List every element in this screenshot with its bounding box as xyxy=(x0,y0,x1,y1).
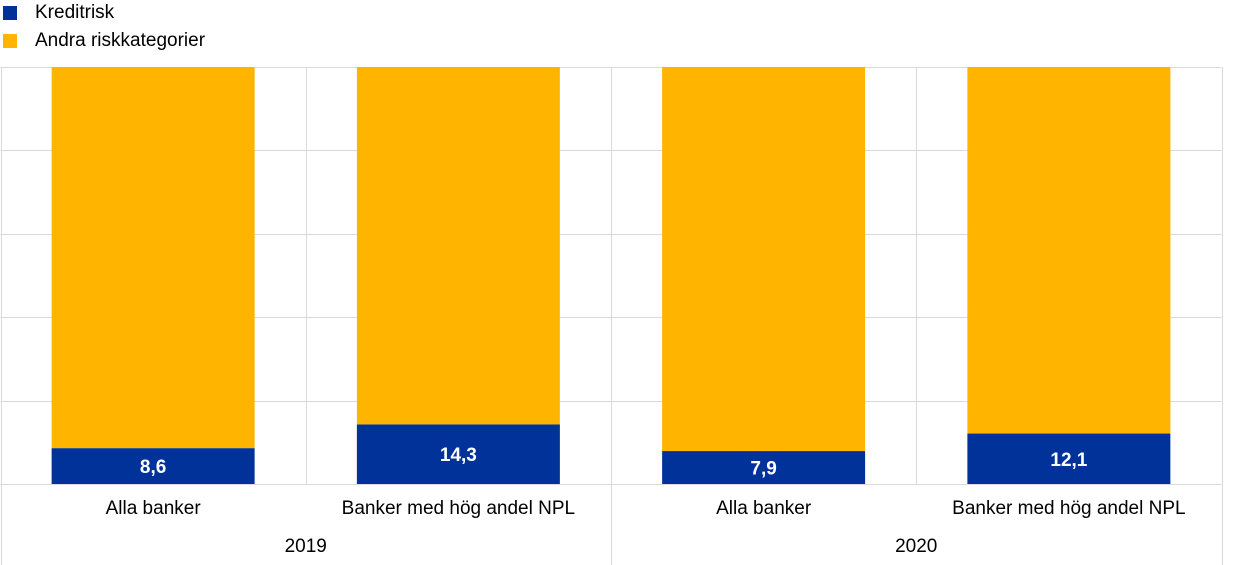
legend-swatch xyxy=(3,6,17,20)
x-tick-label: Banker med hög andel NPL xyxy=(342,498,575,519)
data-label: 12,1 xyxy=(1050,450,1087,471)
data-label: 7,9 xyxy=(750,459,776,480)
bar-segment xyxy=(967,433,1171,484)
bar-segment xyxy=(356,67,560,425)
legend-label: Kreditrisk xyxy=(35,2,115,23)
x-tick-label: Alla banker xyxy=(716,498,812,519)
data-label: 8,6 xyxy=(140,457,166,478)
legend-label: Andra riskkategorier xyxy=(35,30,206,51)
data-label: 14,3 xyxy=(440,445,477,466)
group-label: 2019 xyxy=(285,536,327,557)
bar-segment xyxy=(967,67,1171,434)
bar-segment xyxy=(662,67,866,452)
legend-swatch xyxy=(3,34,17,48)
group-label: 2020 xyxy=(895,536,937,557)
x-tick-label: Banker med hög andel NPL xyxy=(952,498,1185,519)
bar-segment xyxy=(356,424,560,484)
bar-segment xyxy=(662,451,866,484)
x-tick-label: Alla banker xyxy=(106,498,202,519)
bar-segment xyxy=(51,448,255,484)
bar-segment xyxy=(51,67,255,449)
